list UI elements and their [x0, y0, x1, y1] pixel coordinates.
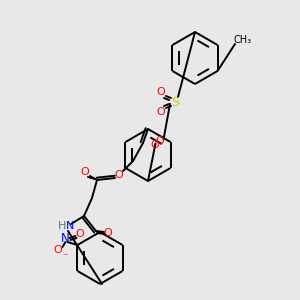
Text: N: N — [66, 221, 74, 231]
Text: O: O — [155, 136, 164, 146]
Text: O: O — [75, 229, 84, 239]
Text: O: O — [53, 245, 62, 255]
Text: O: O — [81, 167, 89, 177]
Text: O: O — [157, 107, 165, 117]
Text: O: O — [151, 140, 159, 150]
Text: H: H — [58, 221, 66, 231]
Text: N: N — [61, 232, 70, 244]
Text: O: O — [103, 228, 112, 238]
Text: O: O — [157, 87, 165, 97]
Text: CH₃: CH₃ — [234, 35, 252, 45]
Text: O: O — [115, 170, 123, 180]
Text: S: S — [171, 95, 179, 109]
Text: ⁻: ⁻ — [62, 252, 67, 262]
